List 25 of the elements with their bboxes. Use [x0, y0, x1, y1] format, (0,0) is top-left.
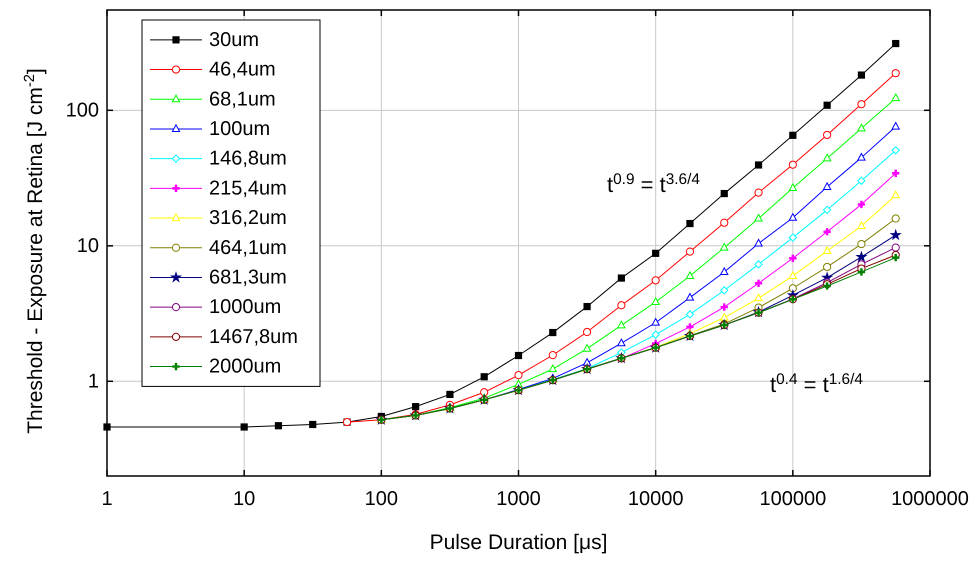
x-tick-label: 10 — [233, 488, 256, 510]
legend-label: 1000um — [209, 296, 282, 318]
y-tick-label: 1 — [88, 370, 99, 392]
x-tick-label: 10000 — [628, 488, 684, 510]
legend-label: 1467,8um — [209, 326, 298, 348]
legend-label: 146,8um — [209, 148, 287, 170]
x-tick-label: 100000 — [759, 488, 826, 510]
x-tick-label: 1000000 — [891, 488, 969, 510]
legend-label: 464,1um — [209, 236, 287, 259]
x-tick-label: 1000 — [496, 488, 541, 510]
legend-label: 316,2um — [209, 207, 287, 230]
y-tick-label: 100 — [66, 99, 99, 122]
legend-label: 46,4um — [209, 58, 276, 81]
x-tick-label: 100 — [364, 488, 398, 510]
x-axis-title: Pulse Duration [μs] — [430, 531, 608, 554]
legend-label: 681,3um — [209, 266, 287, 288]
x-tick-label: 1 — [101, 488, 113, 510]
legend-label: 100um — [209, 118, 270, 140]
y-tick-label: 10 — [76, 234, 99, 257]
legend-label: 215,4um — [209, 177, 287, 200]
legend-label: 68,1um — [209, 88, 276, 110]
annotation: t$^{0.9}$ = t$^{3.6/4}$ — [607, 170, 700, 197]
legend-label: 2000um — [209, 356, 282, 378]
annotation: t$^{0.4}$ = t$^{1.6/4}$ — [770, 370, 864, 397]
legend-label: 30um — [209, 28, 260, 51]
